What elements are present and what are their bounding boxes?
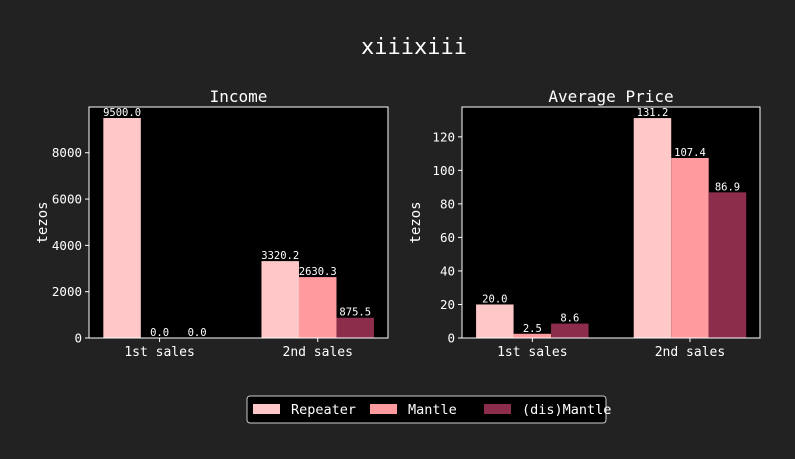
data-label: 0.0 <box>188 327 207 339</box>
panel-title: Income <box>210 87 268 106</box>
plot-frame <box>461 106 761 339</box>
x-tick-label: 1st sales <box>497 345 567 360</box>
data-label: 2630.3 <box>299 266 337 278</box>
data-label: 2.5 <box>523 323 542 335</box>
bar <box>261 261 299 338</box>
bar <box>671 157 709 338</box>
legend-box <box>246 395 607 424</box>
data-label: 875.5 <box>339 307 371 319</box>
plot-frame <box>88 106 389 339</box>
bar <box>298 277 337 338</box>
bar <box>336 317 374 338</box>
legend-swatch <box>370 404 397 414</box>
y-tick-label: 60 <box>440 230 455 245</box>
y-tick-label: 0 <box>74 331 82 346</box>
legend-swatch <box>253 404 280 414</box>
panel-title: Average Price <box>548 87 673 106</box>
legend-label: Repeater <box>291 402 356 418</box>
bar <box>633 118 672 338</box>
x-tick-label: 2nd sales <box>283 345 353 360</box>
y-tick-label: 120 <box>432 129 455 144</box>
bar <box>513 333 552 338</box>
data-label: 3320.2 <box>261 250 299 262</box>
data-label: 9500.0 <box>103 107 141 119</box>
data-label: 107.4 <box>674 147 706 159</box>
y-tick-label: 0 <box>447 331 455 346</box>
y-tick-label: 6000 <box>52 192 82 207</box>
y-tick-label: 100 <box>432 163 455 178</box>
x-tick-label: 2nd sales <box>655 345 725 360</box>
legend-label: (dis)Mantle <box>522 402 611 418</box>
bar <box>708 192 747 338</box>
bar <box>103 118 141 338</box>
y-tick-label: 80 <box>440 196 455 211</box>
legend-swatch <box>484 404 511 414</box>
y-tick-label: 4000 <box>52 238 82 253</box>
bar <box>551 323 589 338</box>
y-axis-label: tezos <box>35 201 51 243</box>
data-label: 131.2 <box>637 107 669 119</box>
legend-label: Mantle <box>408 402 457 418</box>
figure-title: xiiixiii <box>361 35 467 60</box>
y-tick-label: 8000 <box>52 145 82 160</box>
y-tick-label: 2000 <box>52 284 82 299</box>
x-tick-label: 1st sales <box>124 345 194 360</box>
data-label: 0.0 <box>150 327 169 339</box>
bar <box>476 304 514 338</box>
y-tick-label: 20 <box>440 297 455 312</box>
data-label: 8.6 <box>560 313 579 325</box>
data-label: 86.9 <box>715 181 740 193</box>
chart-panel-2: 20.0 2.5 8.6 1st sales 131.2 107.4 86.9 2nd sal… <box>408 87 761 360</box>
y-axis-label: tezos <box>408 201 424 243</box>
legend: Repeater Mantle (dis)Mantle <box>246 395 611 424</box>
data-label: 20.0 <box>482 293 507 305</box>
y-tick-label: 40 <box>440 263 455 278</box>
